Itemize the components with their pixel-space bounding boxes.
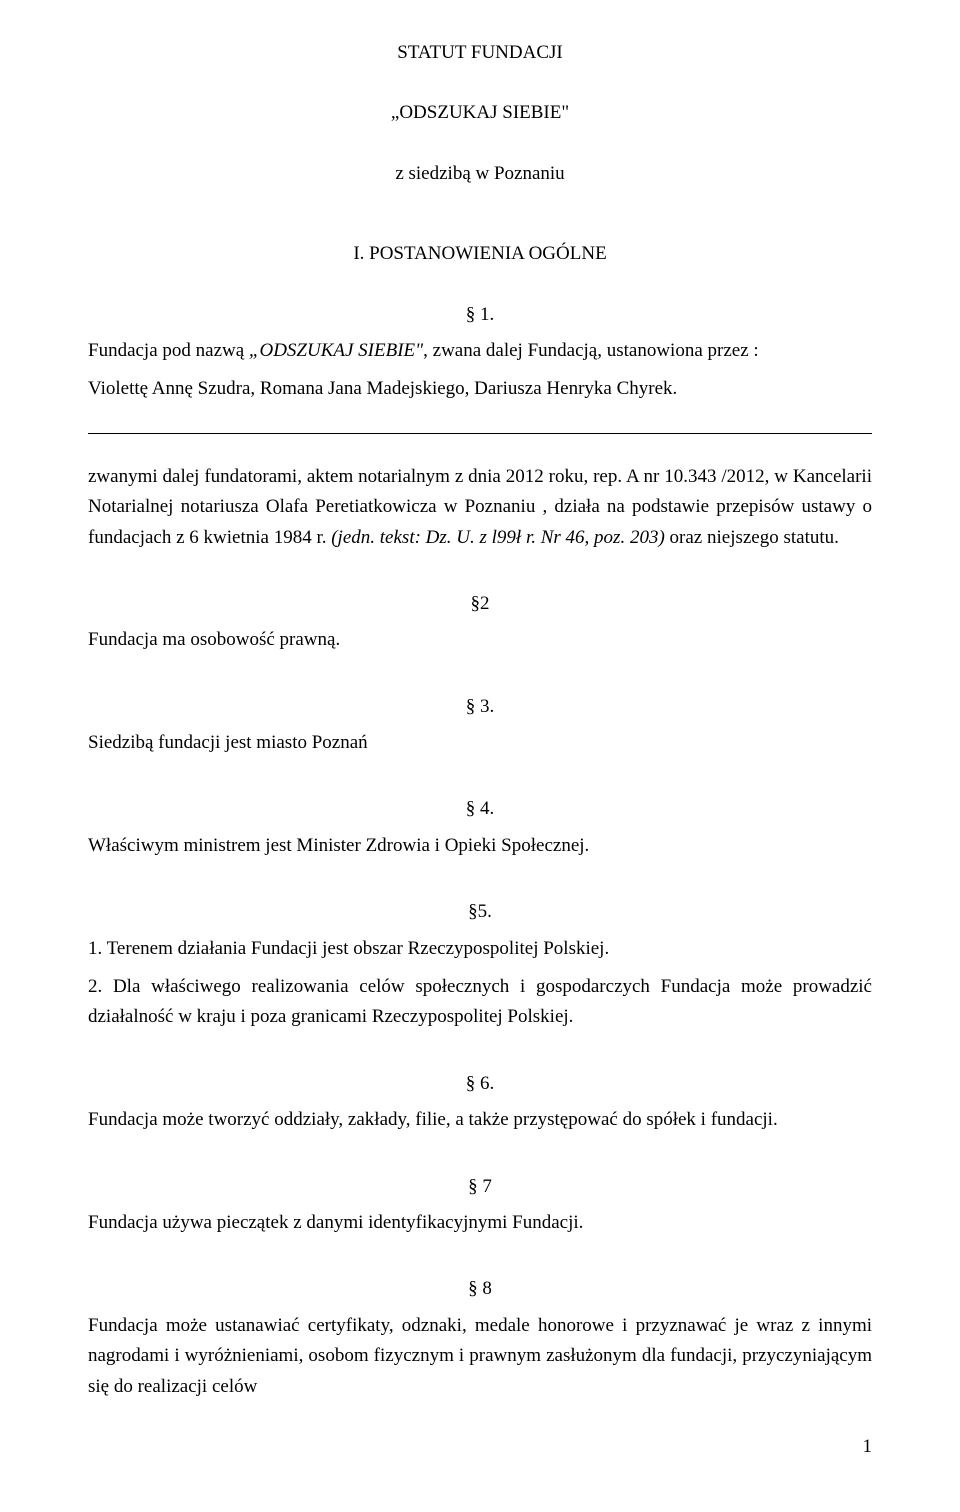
after-hr-text-italic: (jedn. tekst: Dz. U. z l99ł r. Nr 46, po… xyxy=(331,527,665,548)
section-2-number: §2 xyxy=(88,589,872,619)
section-8-number: § 8 xyxy=(88,1274,872,1304)
section-4-para: Właściwym ministrem jest Minister Zdrowi… xyxy=(88,831,872,861)
document-title: STATUT FUNDACJI xyxy=(88,38,872,68)
section-2-para: Fundacja ma osobowość prawną. xyxy=(88,625,872,655)
after-hr-para: zwanymi dalej fundatorami, aktem notaria… xyxy=(88,462,872,553)
s1-text-b-italic: „ODSZUKAJ SIEBIE" xyxy=(249,340,423,361)
section-1-number: § 1. xyxy=(88,300,872,330)
document-subtitle: „ODSZUKAJ SIEBIE" xyxy=(88,98,872,128)
section-8-para: Fundacja może ustanawiać certyfikaty, od… xyxy=(88,1311,872,1402)
document-sublocation: z siedzibą w Poznaniu xyxy=(88,159,872,189)
section-1-para-2: Violettę Annę Szudra, Romana Jana Madejs… xyxy=(88,374,872,404)
section-3-para: Siedzibą fundacji jest miasto Poznań xyxy=(88,728,872,758)
section-6-para: Fundacja może tworzyć oddziały, zakłady,… xyxy=(88,1105,872,1135)
section-4-number: § 4. xyxy=(88,794,872,824)
s1-text-c: , zwana dalej Fundacją, ustanowiona prze… xyxy=(423,340,759,361)
after-hr-text-end: oraz niejszego statutu. xyxy=(665,527,839,548)
section-3-number: § 3. xyxy=(88,692,872,722)
section-6-number: § 6. xyxy=(88,1069,872,1099)
section-5-para-2: 2. Dla właściwego realizowania celów spo… xyxy=(88,972,872,1033)
section-7-para: Fundacja używa pieczątek z danymi identy… xyxy=(88,1208,872,1238)
section-5-number: §5. xyxy=(88,897,872,927)
section-5-para-1: 1. Terenem działania Fundacji jest obsza… xyxy=(88,934,872,964)
page-number: 1 xyxy=(88,1432,872,1462)
chapter-heading: I. POSTANOWIENIA OGÓLNE xyxy=(88,239,872,269)
section-7-number: § 7 xyxy=(88,1172,872,1202)
horizontal-rule xyxy=(88,433,872,434)
section-1-para-1: Fundacja pod nazwą „ODSZUKAJ SIEBIE", zw… xyxy=(88,336,872,366)
s1-text-a: Fundacja pod nazwą xyxy=(88,340,249,361)
